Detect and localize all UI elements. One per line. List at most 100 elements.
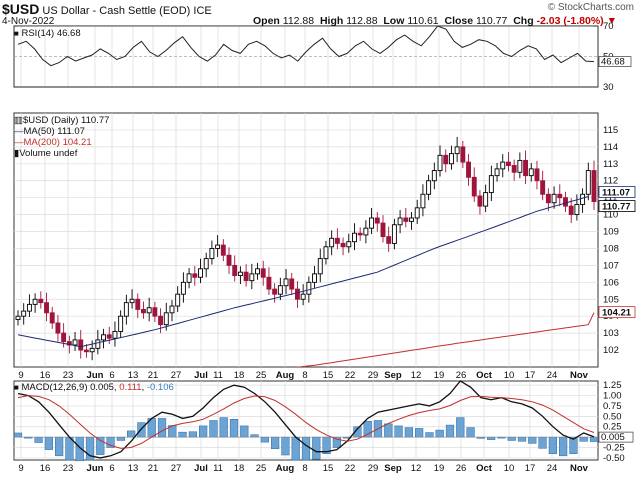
candle-body (203, 258, 209, 270)
macd-hist-bar (394, 425, 403, 438)
macd-hist-bar (116, 436, 125, 441)
price-tick-label: 113 (603, 159, 618, 170)
price-x-tick: 22 (345, 370, 356, 381)
candle-body (294, 288, 300, 300)
macd-hist-bar (507, 436, 516, 441)
candle-body (426, 180, 432, 195)
candle-body (72, 339, 78, 346)
price-tick-label: 109 (603, 227, 619, 238)
price-x-tick: 15 (323, 370, 334, 381)
macd-tick-label: 1.25 (603, 380, 622, 391)
candle-body (306, 281, 312, 295)
price-x-tick: 17 (525, 370, 536, 381)
price-x-tick: 24 (547, 370, 558, 381)
last-close-tag-text: 110.77 (602, 202, 631, 213)
candle-body (61, 332, 67, 343)
candle-body (272, 288, 278, 295)
macd-x-tick: 29 (368, 463, 379, 474)
macd-x-tick: 21 (148, 463, 159, 474)
macd-hist-bar (240, 425, 249, 438)
macd-x-tick: Nov (570, 463, 589, 474)
low-label: Low (383, 15, 405, 27)
high-value: 112.88 (346, 15, 378, 27)
candle-body (409, 217, 414, 222)
candle-body (237, 271, 243, 277)
candle-body (334, 237, 340, 244)
candle-body (448, 153, 454, 165)
candle-body (563, 197, 568, 207)
stockcharts-brand: © StockCharts.com (547, 2, 634, 13)
candle-body (454, 146, 460, 155)
macd-panel (13, 380, 599, 462)
macd-hist-bar (456, 417, 465, 438)
candle-body (466, 161, 471, 178)
macd-hist-bar (229, 419, 239, 438)
macd-hist-bar (281, 436, 290, 456)
ma50-tag-text: 111.07 (602, 187, 630, 198)
candle-body (374, 217, 380, 224)
candle-body (158, 315, 164, 326)
macd-x-tick: 8 (302, 463, 307, 474)
macd-x-tick: 15 (323, 463, 334, 474)
macd-hist-bar (55, 436, 64, 457)
macd-hist-bar (127, 430, 136, 438)
ma200-tag (598, 306, 636, 319)
candle-body (169, 305, 175, 314)
candle-body (266, 276, 272, 290)
ma200-tag-text: 104.21 (602, 308, 632, 319)
price-panel (15, 136, 597, 367)
candle-body (112, 330, 118, 339)
macd-x-tick: Aug (276, 463, 295, 474)
macd-hist-bar (291, 436, 300, 461)
candle-body (386, 236, 392, 244)
rsi-tick-label: 30 (603, 82, 614, 93)
candle-body (21, 310, 27, 317)
chg-value: -2.03 (-1.80%) (536, 15, 604, 27)
candle-body (568, 205, 574, 216)
candle-body (32, 298, 38, 305)
candle-body (44, 302, 49, 314)
rsi-line (17, 25, 595, 67)
candle-body (340, 242, 346, 248)
candle-body (391, 224, 397, 244)
ma200-legend-icon: — (14, 137, 24, 148)
candle-body (403, 217, 409, 222)
candle-body (300, 293, 306, 300)
macd-hist-bar (445, 424, 455, 438)
signal-legend-value: 0.111 (119, 382, 142, 393)
candle-body (585, 170, 591, 195)
down-arrow-icon: ▼ (606, 15, 617, 27)
macd-hist-bar (384, 423, 393, 438)
macd-signal-line (17, 395, 595, 449)
macd-hist-bar (425, 432, 434, 438)
candle-body (146, 307, 152, 314)
candle-body (352, 232, 357, 243)
macd-x-tick: 25 (256, 463, 267, 474)
candle-body (591, 170, 597, 203)
macd-hist-bar (589, 436, 599, 442)
macd-x-tick: Oct (476, 463, 493, 474)
macd-hist-bar (96, 436, 105, 455)
candle-body (574, 203, 580, 216)
macd-x-tick: 9 (18, 463, 23, 474)
candle-body (551, 193, 557, 204)
macd-x-tick: 24 (547, 463, 558, 474)
candle-body (283, 278, 289, 287)
macd-hist-bar (44, 436, 53, 450)
macd-hist-bar (157, 418, 167, 438)
symbol: $USD (2, 1, 40, 17)
candle-body (517, 159, 523, 173)
candle-body (198, 268, 203, 278)
candle-body (118, 315, 124, 332)
macd-hist-bar (260, 436, 269, 443)
candle-body (357, 232, 363, 236)
macd-hist-bar (301, 436, 311, 461)
candle-body (431, 170, 437, 182)
price-tick-label: 111 (603, 193, 617, 204)
macd-hist-bar (559, 436, 568, 457)
macd-hist-bar (363, 421, 372, 438)
macd-x-tick: Sep (384, 463, 402, 474)
price-tick-label: 102 (603, 345, 619, 356)
price-tick-label: 107 (603, 260, 619, 271)
